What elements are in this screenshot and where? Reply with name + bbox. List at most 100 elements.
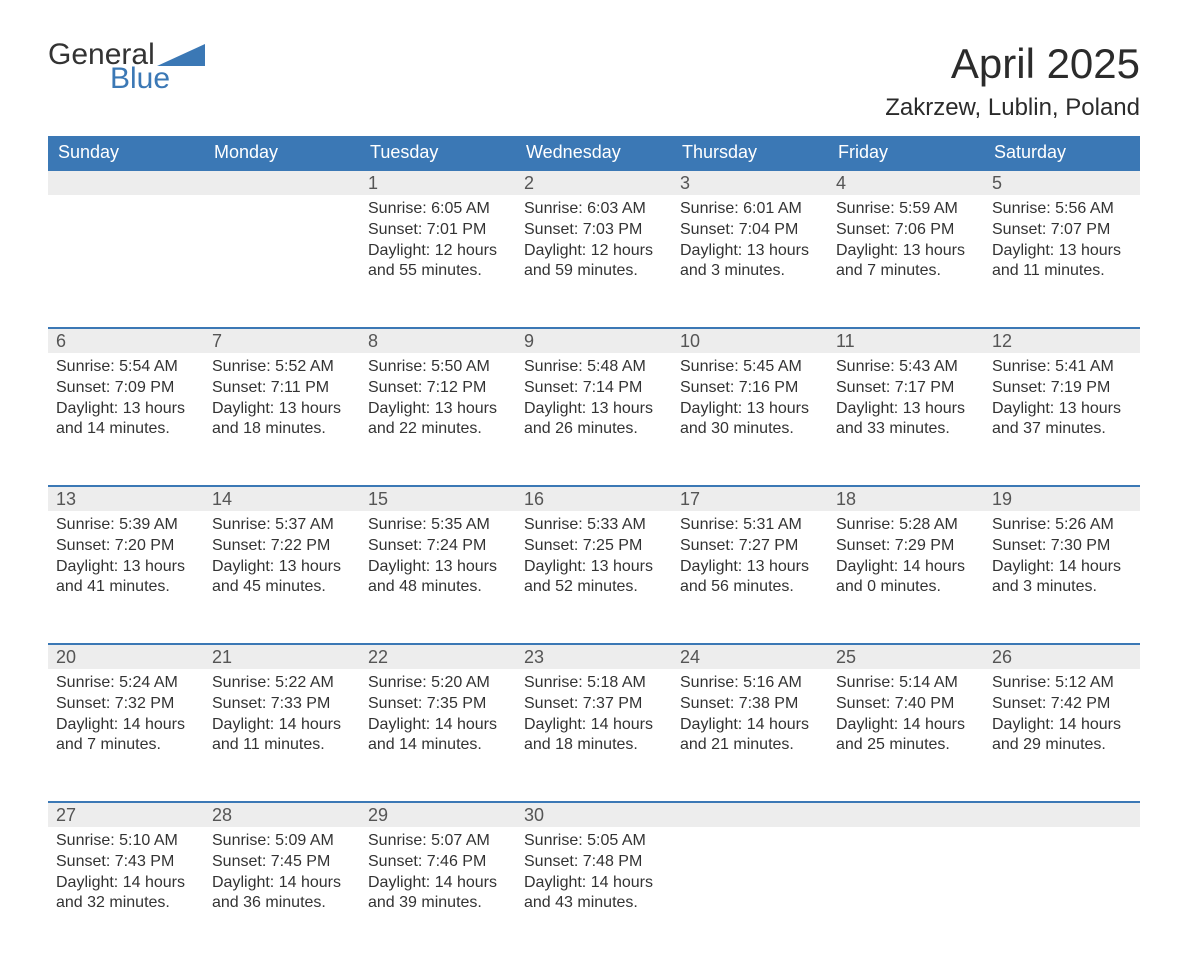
daylight-line: Daylight: 13 hours and 48 minutes. <box>368 557 508 599</box>
day-number-empty <box>672 801 828 827</box>
day-number: 26 <box>984 643 1140 669</box>
day-number: 3 <box>672 169 828 195</box>
day-cell: Sunrise: 5:33 AMSunset: 7:25 PMDaylight:… <box>516 511 672 608</box>
sunset-line: Sunset: 7:25 PM <box>524 536 664 557</box>
sunrise-line: Sunrise: 5:09 AM <box>212 831 352 852</box>
day-number: 2 <box>516 169 672 195</box>
daylight-line: Daylight: 13 hours and 22 minutes. <box>368 399 508 441</box>
day-number: 10 <box>672 327 828 353</box>
sunset-line: Sunset: 7:19 PM <box>992 378 1132 399</box>
day-number: 20 <box>48 643 204 669</box>
day-number: 23 <box>516 643 672 669</box>
daycontent-row: Sunrise: 5:10 AMSunset: 7:43 PMDaylight:… <box>48 827 1140 959</box>
daylight-line: Daylight: 13 hours and 37 minutes. <box>992 399 1132 441</box>
daycontent-row: Sunrise: 5:24 AMSunset: 7:32 PMDaylight:… <box>48 669 1140 801</box>
sunset-line: Sunset: 7:22 PM <box>212 536 352 557</box>
sunset-line: Sunset: 7:35 PM <box>368 694 508 715</box>
day-cell: Sunrise: 5:26 AMSunset: 7:30 PMDaylight:… <box>984 511 1140 608</box>
day-cell: Sunrise: 5:50 AMSunset: 7:12 PMDaylight:… <box>360 353 516 450</box>
day-cell: Sunrise: 5:54 AMSunset: 7:09 PMDaylight:… <box>48 353 204 450</box>
sunrise-line: Sunrise: 5:05 AM <box>524 831 664 852</box>
sunset-line: Sunset: 7:45 PM <box>212 852 352 873</box>
sunrise-line: Sunrise: 5:16 AM <box>680 673 820 694</box>
sunrise-line: Sunrise: 5:41 AM <box>992 357 1132 378</box>
day-cell: Sunrise: 5:39 AMSunset: 7:20 PMDaylight:… <box>48 511 204 608</box>
sunset-line: Sunset: 7:16 PM <box>680 378 820 399</box>
day-cell: Sunrise: 5:31 AMSunset: 7:27 PMDaylight:… <box>672 511 828 608</box>
daylight-line: Daylight: 14 hours and 39 minutes. <box>368 873 508 915</box>
sunset-line: Sunset: 7:14 PM <box>524 378 664 399</box>
daylight-line: Daylight: 14 hours and 7 minutes. <box>56 715 196 757</box>
daylight-line: Daylight: 13 hours and 41 minutes. <box>56 557 196 599</box>
daylight-line: Daylight: 13 hours and 14 minutes. <box>56 399 196 441</box>
weekday-header: Monday <box>204 136 360 169</box>
daynum-row: 13141516171819 <box>48 485 1140 511</box>
day-number: 24 <box>672 643 828 669</box>
daylight-line: Daylight: 14 hours and 3 minutes. <box>992 557 1132 599</box>
sunset-line: Sunset: 7:04 PM <box>680 220 820 241</box>
sunrise-line: Sunrise: 5:50 AM <box>368 357 508 378</box>
day-number: 30 <box>516 801 672 827</box>
weekday-header: Friday <box>828 136 984 169</box>
sunset-line: Sunset: 7:27 PM <box>680 536 820 557</box>
day-number: 29 <box>360 801 516 827</box>
calendar-table: SundayMondayTuesdayWednesdayThursdayFrid… <box>48 136 1140 959</box>
day-number: 25 <box>828 643 984 669</box>
daynum-row: 27282930 <box>48 801 1140 827</box>
location: Zakrzew, Lublin, Poland <box>885 94 1140 122</box>
weekday-header: Thursday <box>672 136 828 169</box>
day-cell: Sunrise: 5:14 AMSunset: 7:40 PMDaylight:… <box>828 669 984 766</box>
weekday-row: SundayMondayTuesdayWednesdayThursdayFrid… <box>48 136 1140 169</box>
weekday-header: Saturday <box>984 136 1140 169</box>
sunrise-line: Sunrise: 5:12 AM <box>992 673 1132 694</box>
day-cell: Sunrise: 5:41 AMSunset: 7:19 PMDaylight:… <box>984 353 1140 450</box>
sunset-line: Sunset: 7:43 PM <box>56 852 196 873</box>
calendar-body: 12345Sunrise: 6:05 AMSunset: 7:01 PMDayl… <box>48 169 1140 959</box>
daycontent-row: Sunrise: 6:05 AMSunset: 7:01 PMDaylight:… <box>48 195 1140 327</box>
calendar-head: SundayMondayTuesdayWednesdayThursdayFrid… <box>48 136 1140 169</box>
header: General Blue April 2025 Zakrzew, Lublin,… <box>48 40 1140 122</box>
logo: General Blue <box>48 40 205 94</box>
title-block: April 2025 Zakrzew, Lublin, Poland <box>885 40 1140 122</box>
sunset-line: Sunset: 7:07 PM <box>992 220 1132 241</box>
day-cell: Sunrise: 5:35 AMSunset: 7:24 PMDaylight:… <box>360 511 516 608</box>
sunrise-line: Sunrise: 5:33 AM <box>524 515 664 536</box>
sunset-line: Sunset: 7:11 PM <box>212 378 352 399</box>
day-cell: Sunrise: 5:07 AMSunset: 7:46 PMDaylight:… <box>360 827 516 924</box>
daylight-line: Daylight: 14 hours and 14 minutes. <box>368 715 508 757</box>
day-number: 28 <box>204 801 360 827</box>
logo-line2: Blue <box>110 64 205 94</box>
daylight-line: Daylight: 13 hours and 30 minutes. <box>680 399 820 441</box>
sunrise-line: Sunrise: 5:20 AM <box>368 673 508 694</box>
sunrise-line: Sunrise: 6:03 AM <box>524 199 664 220</box>
day-cell: Sunrise: 5:09 AMSunset: 7:45 PMDaylight:… <box>204 827 360 924</box>
day-number: 9 <box>516 327 672 353</box>
sunrise-line: Sunrise: 5:07 AM <box>368 831 508 852</box>
day-number-empty <box>48 169 204 195</box>
sunset-line: Sunset: 7:38 PM <box>680 694 820 715</box>
sunrise-line: Sunrise: 5:14 AM <box>836 673 976 694</box>
daylight-line: Daylight: 13 hours and 33 minutes. <box>836 399 976 441</box>
sunset-line: Sunset: 7:29 PM <box>836 536 976 557</box>
sunrise-line: Sunrise: 5:24 AM <box>56 673 196 694</box>
day-number: 18 <box>828 485 984 511</box>
sunset-line: Sunset: 7:17 PM <box>836 378 976 399</box>
day-cell: Sunrise: 5:05 AMSunset: 7:48 PMDaylight:… <box>516 827 672 924</box>
sunset-line: Sunset: 7:33 PM <box>212 694 352 715</box>
daylight-line: Daylight: 13 hours and 52 minutes. <box>524 557 664 599</box>
daylight-line: Daylight: 14 hours and 32 minutes. <box>56 873 196 915</box>
daylight-line: Daylight: 13 hours and 18 minutes. <box>212 399 352 441</box>
sunset-line: Sunset: 7:37 PM <box>524 694 664 715</box>
day-cell: Sunrise: 5:45 AMSunset: 7:16 PMDaylight:… <box>672 353 828 450</box>
weekday-header: Sunday <box>48 136 204 169</box>
sunset-line: Sunset: 7:06 PM <box>836 220 976 241</box>
sunrise-line: Sunrise: 5:56 AM <box>992 199 1132 220</box>
day-number: 4 <box>828 169 984 195</box>
day-cell-empty <box>828 827 984 841</box>
sunrise-line: Sunrise: 5:59 AM <box>836 199 976 220</box>
day-cell: Sunrise: 5:18 AMSunset: 7:37 PMDaylight:… <box>516 669 672 766</box>
day-cell-empty <box>204 195 360 209</box>
day-cell: Sunrise: 6:03 AMSunset: 7:03 PMDaylight:… <box>516 195 672 292</box>
day-number: 1 <box>360 169 516 195</box>
day-cell: Sunrise: 5:43 AMSunset: 7:17 PMDaylight:… <box>828 353 984 450</box>
